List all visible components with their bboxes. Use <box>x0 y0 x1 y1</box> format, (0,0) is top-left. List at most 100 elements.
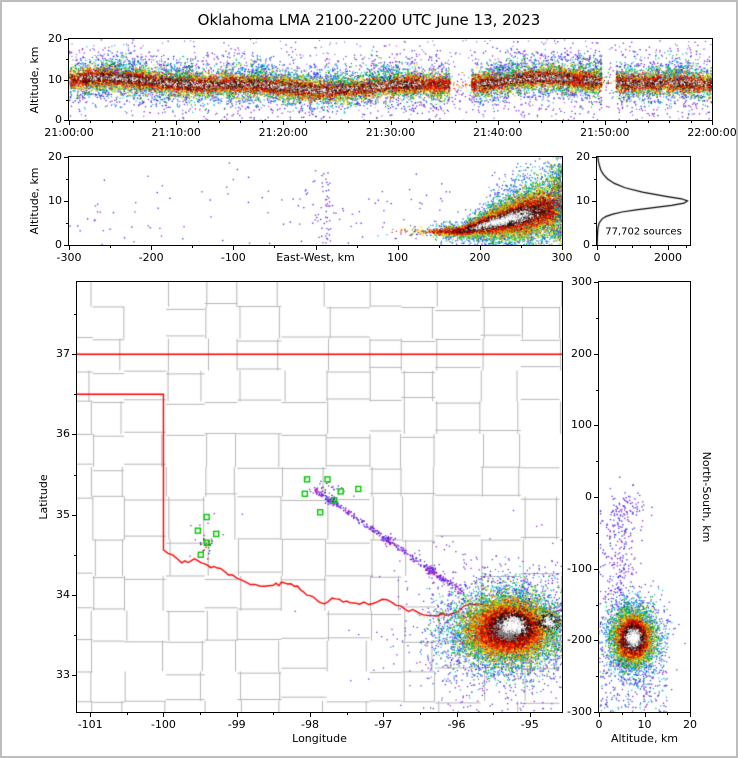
tick-mark <box>347 121 349 123</box>
tick-mark <box>594 640 598 642</box>
tick-label: -99 <box>227 718 246 731</box>
tick-mark <box>66 223 68 224</box>
tick-mark <box>594 282 598 283</box>
tick-label: -98 <box>300 718 319 731</box>
tick-mark <box>64 39 68 40</box>
tick-mark <box>456 713 458 717</box>
tick-mark <box>621 713 623 715</box>
tick-mark <box>309 713 311 717</box>
tick-mark <box>596 389 598 391</box>
tick-mark <box>64 245 68 246</box>
tick-label: 0 <box>593 251 601 264</box>
tick-mark <box>356 246 358 248</box>
tick-mark <box>562 246 563 250</box>
tick-mark <box>438 246 440 248</box>
tick-mark <box>72 514 76 516</box>
tick-mark <box>592 201 596 202</box>
tick-label: 10 <box>48 194 62 207</box>
tick-mark <box>74 634 76 636</box>
tick-mark <box>594 179 596 180</box>
tick-mark <box>72 354 76 356</box>
tick-mark <box>594 497 598 498</box>
tick-label: 0 <box>583 238 590 251</box>
tick-label: 200 <box>571 346 592 360</box>
tick-label: -300 <box>56 251 82 264</box>
east-west-altitude-canvas <box>69 157 562 245</box>
tick-mark <box>397 246 399 250</box>
time-height-scatter-canvas <box>69 39 712 120</box>
tick-mark <box>540 121 542 123</box>
tick-mark <box>479 246 481 250</box>
tick-label: 200 <box>469 251 491 264</box>
tick-mark <box>594 223 596 224</box>
tick-mark <box>283 121 285 125</box>
tick-mark <box>74 474 76 476</box>
tick-mark <box>126 713 128 715</box>
tick-mark <box>90 121 92 123</box>
tick-mark <box>274 246 276 248</box>
tick-mark <box>596 532 598 534</box>
tick-mark <box>74 314 76 316</box>
tick-mark <box>594 425 598 427</box>
tick-mark <box>647 121 649 123</box>
tick-mark <box>594 568 598 570</box>
tick-label: -100 <box>150 718 176 731</box>
tick-label: 100 <box>387 251 409 264</box>
tick-mark <box>454 121 456 123</box>
tick-mark <box>72 675 76 677</box>
tick-label: 21:10:00 <box>151 126 201 139</box>
tick-mark <box>529 713 531 717</box>
tick-label: 20 <box>48 32 62 45</box>
tick-mark <box>72 434 76 436</box>
tick-mark <box>497 121 499 125</box>
tick-mark <box>219 121 221 123</box>
time-height-altitude-axis-label: Altitude, km <box>27 45 41 114</box>
tick-label: 21:30:00 <box>365 126 416 139</box>
tick-mark <box>594 712 598 713</box>
tick-mark <box>476 121 478 123</box>
tick-label: 21:20:00 <box>258 126 309 139</box>
tick-mark <box>594 353 598 355</box>
tick-label: 0 <box>55 238 62 251</box>
tick-mark <box>583 121 585 123</box>
tick-label: -200 <box>138 251 164 264</box>
tick-label: -200 <box>567 633 592 647</box>
tick-mark <box>233 246 235 250</box>
tick-mark <box>596 604 598 606</box>
tick-label: 37 <box>56 347 70 361</box>
tick-mark <box>650 246 652 248</box>
tick-mark <box>74 554 76 556</box>
tick-mark <box>64 201 68 202</box>
tick-mark <box>690 121 692 123</box>
tick-mark <box>240 121 242 123</box>
tick-label: 10 <box>576 194 590 207</box>
tick-mark <box>561 121 563 123</box>
tick-label: 0 <box>55 113 62 126</box>
tick-label: -100 <box>567 561 592 575</box>
tick-label: 35 <box>56 507 70 521</box>
tick-mark <box>66 179 68 180</box>
plan-view-map-canvas <box>77 282 562 712</box>
tick-mark <box>64 120 68 121</box>
tick-label: 22:00:00 <box>687 126 737 139</box>
tick-label: 33 <box>56 668 70 682</box>
tick-mark <box>626 121 628 123</box>
north-south-axis-label: North-South, km <box>700 451 714 543</box>
tick-label: 21:40:00 <box>472 126 523 139</box>
tick-label: 10 <box>48 72 62 86</box>
tick-mark <box>493 713 495 715</box>
tick-mark <box>200 713 202 715</box>
latitude-axis-label: Latitude <box>36 474 50 520</box>
tick-mark <box>596 461 598 463</box>
tick-label: 0 <box>595 718 603 731</box>
altitude-histogram-canvas <box>597 157 690 245</box>
tick-mark <box>326 121 328 123</box>
tick-label: -100 <box>220 251 246 264</box>
ns-panel-altitude-axis-label: Altitude, km <box>610 732 679 745</box>
tick-label: 100 <box>571 418 592 432</box>
tick-mark <box>369 121 371 123</box>
tick-label: -97 <box>374 718 393 731</box>
tick-mark <box>519 121 521 123</box>
tick-mark <box>69 246 70 250</box>
